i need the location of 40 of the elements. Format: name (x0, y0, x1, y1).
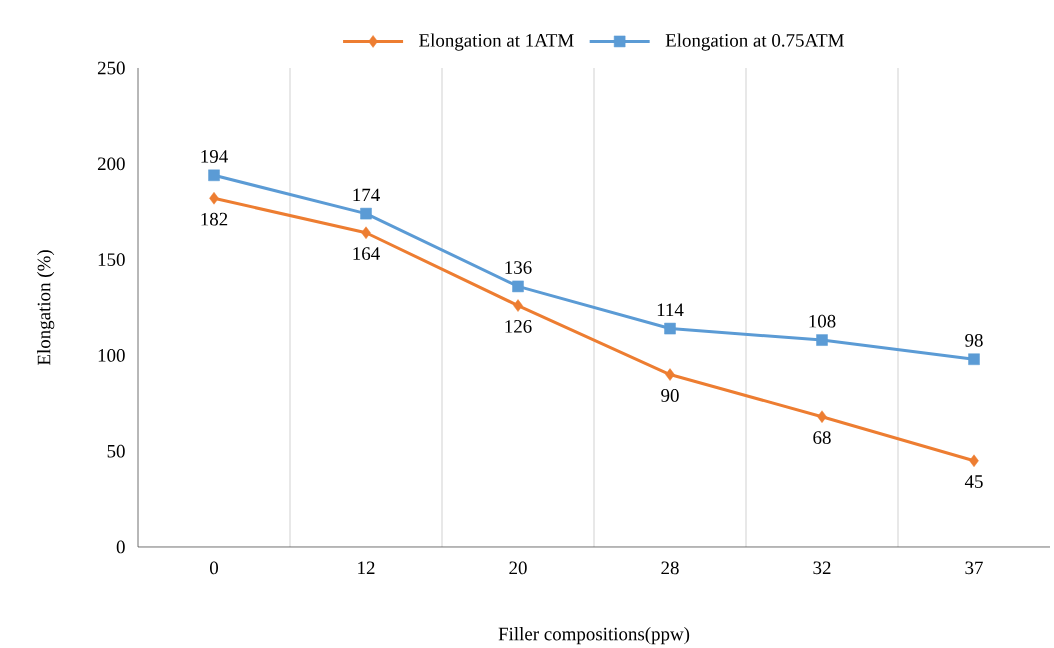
legend-label: Elongation at 0.75ATM (665, 33, 844, 51)
x-tick-label: 32 (813, 561, 831, 575)
point (817, 410, 827, 423)
data-label: 114 (657, 303, 684, 317)
y-tick-label: 100 (98, 349, 125, 362)
data-label: 174 (353, 188, 380, 202)
y-tick-label: 250 (97, 61, 125, 75)
point (209, 192, 219, 205)
point (665, 368, 675, 381)
y-tick-label: 0 (116, 540, 125, 554)
point (513, 299, 523, 312)
point (664, 322, 676, 335)
legend-label: Elongation at 1ATM (419, 33, 574, 51)
data-label: 98 (965, 333, 983, 347)
x-tick-label: 28 (661, 561, 679, 575)
y-axis-title: Elongation (%) (37, 250, 55, 366)
data-label: 136 (505, 261, 532, 274)
point (816, 334, 828, 346)
data-label: 45 (964, 475, 983, 488)
data-label: 164 (353, 247, 380, 260)
point (968, 353, 980, 365)
x-tick-label: 37 (965, 561, 983, 575)
x-axis-title: Filler compositions(ppw) (498, 627, 690, 645)
y-tick-label: 150 (98, 253, 125, 266)
x-tick-label: 0 (209, 561, 219, 575)
point (512, 280, 524, 293)
x-tick-label: 12 (358, 561, 375, 575)
point (361, 226, 371, 240)
point (360, 207, 372, 220)
point (208, 169, 220, 182)
data-label: 68 (813, 431, 831, 444)
y-tick-label: 200 (97, 157, 125, 171)
point (969, 454, 979, 468)
data-label: 108 (809, 314, 836, 328)
data-label: 182 (201, 212, 228, 226)
data-label: 194 (201, 150, 228, 163)
data-label: 126 (505, 320, 532, 333)
y-tick-label: 50 (107, 444, 125, 458)
data-label: 90 (661, 389, 679, 402)
x-tick-label: 20 (509, 561, 527, 575)
